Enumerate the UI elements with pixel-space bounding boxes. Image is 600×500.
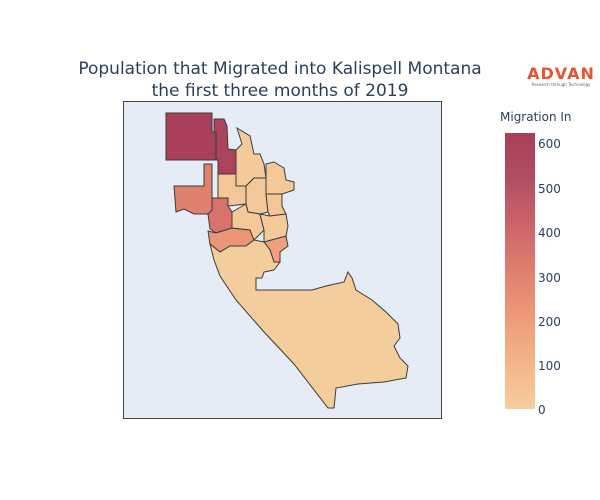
map-frame[interactable] (123, 101, 442, 419)
colorbar-tick-500: 500 (538, 182, 561, 196)
region-m[interactable] (259, 213, 289, 243)
map-canvas[interactable] (124, 102, 443, 420)
colorbar-tick-200: 200 (538, 315, 561, 329)
colorbar (505, 133, 535, 409)
region-h[interactable] (265, 161, 295, 195)
logo-tagline: Research through Technology (531, 82, 591, 87)
region-n[interactable] (209, 239, 409, 409)
map-title: Population that Migrated into Kalispell … (40, 58, 520, 102)
region-g[interactable] (235, 126, 267, 187)
title-line-2: the first three months of 2019 (151, 81, 409, 101)
colorbar-tick-0: 0 (538, 403, 546, 417)
region-b[interactable] (213, 118, 237, 175)
region-k[interactable] (265, 193, 287, 217)
colorbar-tick-100: 100 (538, 359, 561, 373)
region-c[interactable] (173, 163, 213, 215)
colorbar-tick-600: 600 (538, 137, 561, 151)
title-line-1: Population that Migrated into Kalispell … (78, 59, 482, 79)
colorbar-title: Migration In (500, 110, 572, 124)
region-a[interactable] (165, 112, 217, 161)
colorbar-tick-400: 400 (538, 226, 561, 240)
colorbar-tick-300: 300 (538, 271, 561, 285)
region-j[interactable] (245, 177, 269, 215)
advan-logo: ADVAN Research through Technology (527, 66, 595, 88)
logo-word: ADVAN (527, 64, 595, 83)
